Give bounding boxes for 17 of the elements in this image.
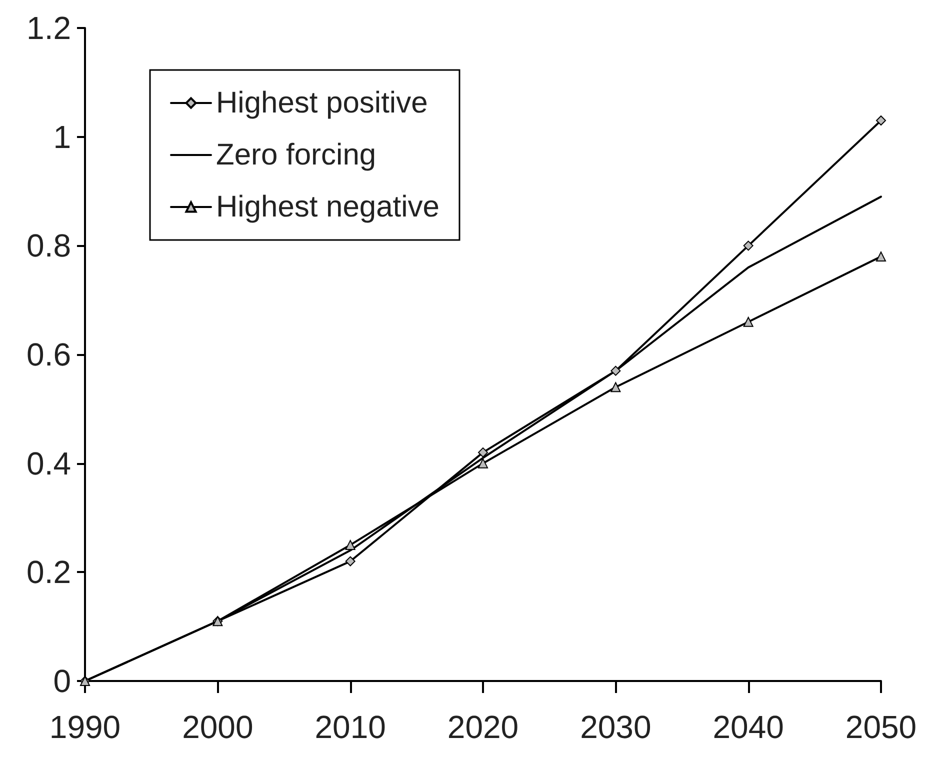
x-tick-label: 2050 (845, 709, 917, 745)
y-tick-label: 0 (53, 663, 71, 699)
y-tick-label: 0.8 (26, 228, 71, 264)
y-tick-label: 1.2 (26, 10, 71, 46)
x-tick-label: 2010 (314, 709, 386, 745)
legend-label: Zero forcing (216, 138, 376, 172)
x-tick-label: 1990 (49, 709, 121, 745)
x-tick-label: 2020 (447, 709, 519, 745)
legend-label: Highest negative (216, 190, 440, 224)
y-tick-label: 0.2 (26, 554, 71, 590)
x-tick-label: 2030 (580, 709, 652, 745)
y-tick-label: 0.6 (26, 336, 71, 372)
y-tick-label: 1 (53, 118, 71, 155)
x-tick-label: 2040 (712, 709, 784, 745)
legend-label: Highest positive (216, 86, 428, 120)
y-tick-label: 0.4 (26, 445, 71, 482)
x-tick-label: 2000 (182, 709, 254, 745)
